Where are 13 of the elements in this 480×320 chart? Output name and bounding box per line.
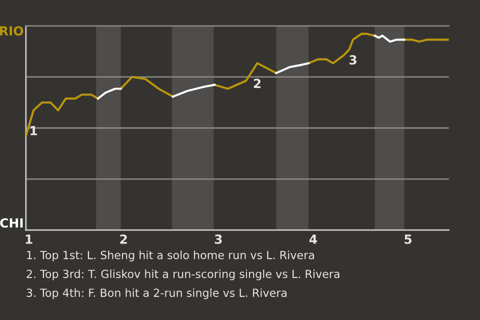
text: 2. Top 3rd: T. Gliskov hit a run-scoring single vs L. Rivera [26,270,340,280]
annotation: 2 [254,78,261,88]
text: CHI [0,218,23,228]
x-tick-label: 3 [214,234,222,244]
annotation: 3 [350,55,356,65]
x-tick-label: 2 [120,234,127,244]
x-tick-label: 5 [404,234,412,244]
annotation: 1 [30,126,37,136]
text: 3. Top 4th: F. Bon hit a 2-run single vs L. Rivera [26,288,287,300]
x-tick-label: 4 [309,234,317,244]
x-tick-label: 1 [26,234,32,244]
text: 1. Top 1st: L. Sheng hit a solo home run vs L. Rivera [27,250,314,262]
text: RIO [0,26,24,36]
